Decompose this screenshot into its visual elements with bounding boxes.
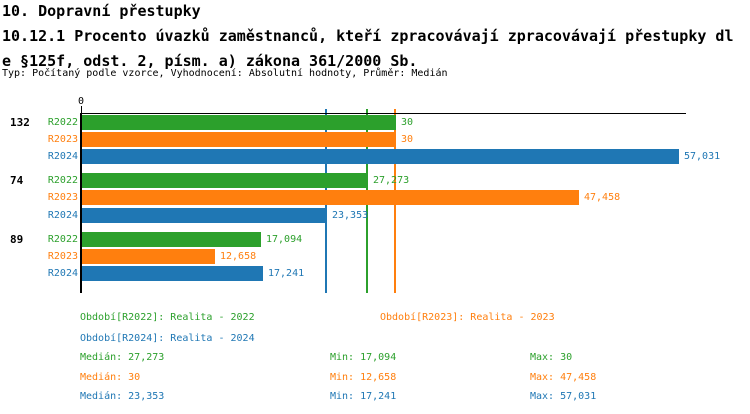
y-axis-line — [80, 113, 82, 293]
bar-r2024-group-74 — [82, 208, 327, 223]
bar-value-label: 27,273 — [373, 175, 410, 186]
legend-item-r2023: Období[R2023]: Realita - 2023 — [380, 312, 555, 323]
bar-value-label: 17,094 — [266, 234, 303, 245]
series-label-r2024: R2024 — [47, 151, 78, 162]
stat-min-r2022: Min: 17,094 — [330, 352, 397, 363]
axis-zero-label: 0 — [77, 96, 85, 107]
series-label-r2022: R2022 — [47, 117, 78, 128]
indicator-title-line-2: e §125f, odst. 2, písm. a) zákona 361/20… — [2, 52, 418, 70]
stat-median-r2023: Medián: 30 — [80, 372, 141, 383]
bar-value-label: 23,353 — [332, 210, 369, 221]
series-label-r2023: R2023 — [47, 192, 78, 203]
bar-value-label: 57,031 — [684, 151, 721, 162]
group-label-132: 132 — [10, 116, 30, 129]
axis-top-line — [81, 113, 686, 114]
bar-value-label: 12,658 — [220, 251, 257, 262]
series-label-r2024: R2024 — [47, 268, 78, 279]
bar-value-label: 17,241 — [268, 268, 305, 279]
bar-r2023-group-74 — [82, 190, 579, 205]
stat-median-r2024: Medián: 23,353 — [80, 391, 165, 402]
group-label-89: 89 — [10, 233, 24, 246]
series-label-r2022: R2022 — [47, 234, 78, 245]
legend-item-r2024: Období[R2024]: Realita - 2024 — [80, 333, 255, 344]
bar-r2022-group-89 — [82, 232, 261, 247]
stat-min-r2024: Min: 17,241 — [330, 391, 397, 402]
legend-item-r2022: Období[R2022]: Realita - 2022 — [80, 312, 255, 323]
section-title: 10. Dopravní přestupky — [2, 2, 201, 20]
group-label-74: 74 — [10, 174, 24, 187]
stat-max-r2023: Max: 47,458 — [530, 372, 597, 383]
indicator-title-line-1: 10.12.1 Procento úvazků zaměstnanců, kte… — [2, 27, 734, 45]
bar-r2022-group-132 — [82, 115, 396, 130]
bar-r2024-group-132 — [82, 149, 679, 164]
series-label-r2024: R2024 — [47, 210, 78, 221]
series-label-r2022: R2022 — [47, 175, 78, 186]
bar-r2023-group-132 — [82, 132, 396, 147]
bar-r2023-group-89 — [82, 249, 215, 264]
stat-min-r2023: Min: 12,658 — [330, 372, 397, 383]
axis-zero-tick — [81, 106, 82, 113]
bar-value-label: 30 — [401, 134, 414, 145]
bar-r2024-group-89 — [82, 266, 263, 281]
stat-max-r2024: Max: 57,031 — [530, 391, 597, 402]
stat-median-r2022: Medián: 27,273 — [80, 352, 165, 363]
bar-value-label: 47,458 — [584, 192, 621, 203]
bar-value-label: 30 — [401, 117, 414, 128]
chart-meta: Typ: Počítaný podle vzorce, Vyhodnocení:… — [2, 68, 448, 79]
series-label-r2023: R2023 — [47, 251, 78, 262]
series-label-r2023: R2023 — [47, 134, 78, 145]
bar-r2022-group-74 — [82, 173, 368, 188]
stat-max-r2022: Max: 30 — [530, 352, 573, 363]
